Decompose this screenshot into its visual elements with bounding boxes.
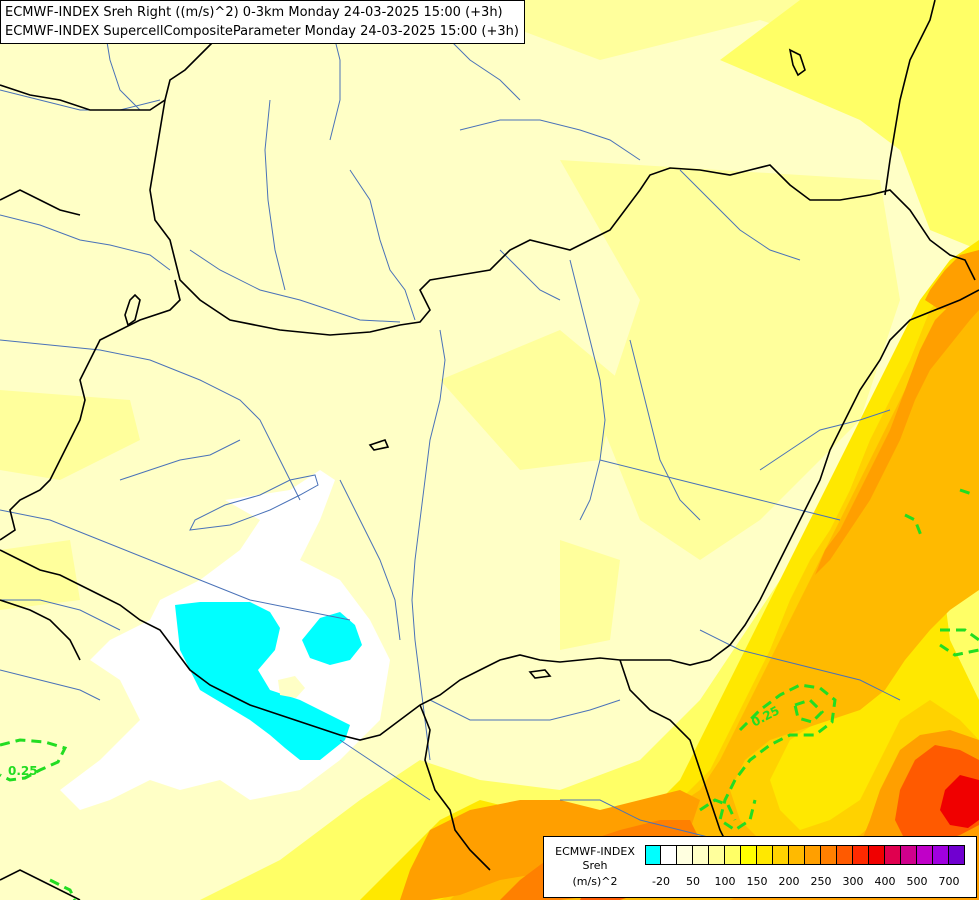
legend-swatch [853,845,869,865]
legend-swatch [677,845,693,865]
title-line-scp: ECMWF-INDEX SupercellCompositeParameter … [5,24,519,39]
legend-swatch [933,845,949,865]
title-line-sreh: ECMWF-INDEX Sreh Right ((m/s)^2) 0-3km M… [5,5,503,20]
legend-tick: 100 [714,875,736,888]
legend-tick: -20 [652,875,670,888]
legend-swatch [661,845,677,865]
legend-tick: 400 [874,875,896,888]
legend-swatch [757,845,773,865]
legend-swatch [885,845,901,865]
legend-swatch [741,845,757,865]
contour-label-west: 0.25 [8,764,38,778]
legend-tick: 500 [906,875,928,888]
rivers [0,0,901,851]
scp-contours [0,488,979,900]
legend-color-bar [645,845,965,865]
legend-swatch [901,845,917,865]
legend-tick-labels: -20 50 100 150 200 250 300 400 500 700 [645,875,965,889]
legend-swatch [869,845,885,865]
legend-swatch [949,845,965,865]
legend-tick: 50 [686,875,700,888]
legend-swatch [789,845,805,865]
legend-tick: 700 [938,875,960,888]
map-title-box: ECMWF-INDEX Sreh Right ((m/s)^2) 0-3km M… [0,0,525,44]
legend-swatch [645,845,661,865]
legend-swatch [917,845,933,865]
color-legend: ECMWF-INDEX Sreh (m/s)^2 -20 50 100 150 200 2… [543,836,977,898]
legend-tick: 150 [746,875,768,888]
legend-source: ECMWF-INDEX [555,845,635,858]
legend-unit: (m/s)^2 [572,875,618,888]
legend-swatch [709,845,725,865]
legend-swatch [693,845,709,865]
legend-swatch [837,845,853,865]
legend-swatch [773,845,789,865]
legend-tick: 300 [842,875,864,888]
legend-parameter: Sreh [582,859,608,872]
legend-swatch [725,845,741,865]
legend-swatch [821,845,837,865]
legend-tick: 250 [810,875,832,888]
legend-tick: 200 [778,875,800,888]
legend-swatch [805,845,821,865]
